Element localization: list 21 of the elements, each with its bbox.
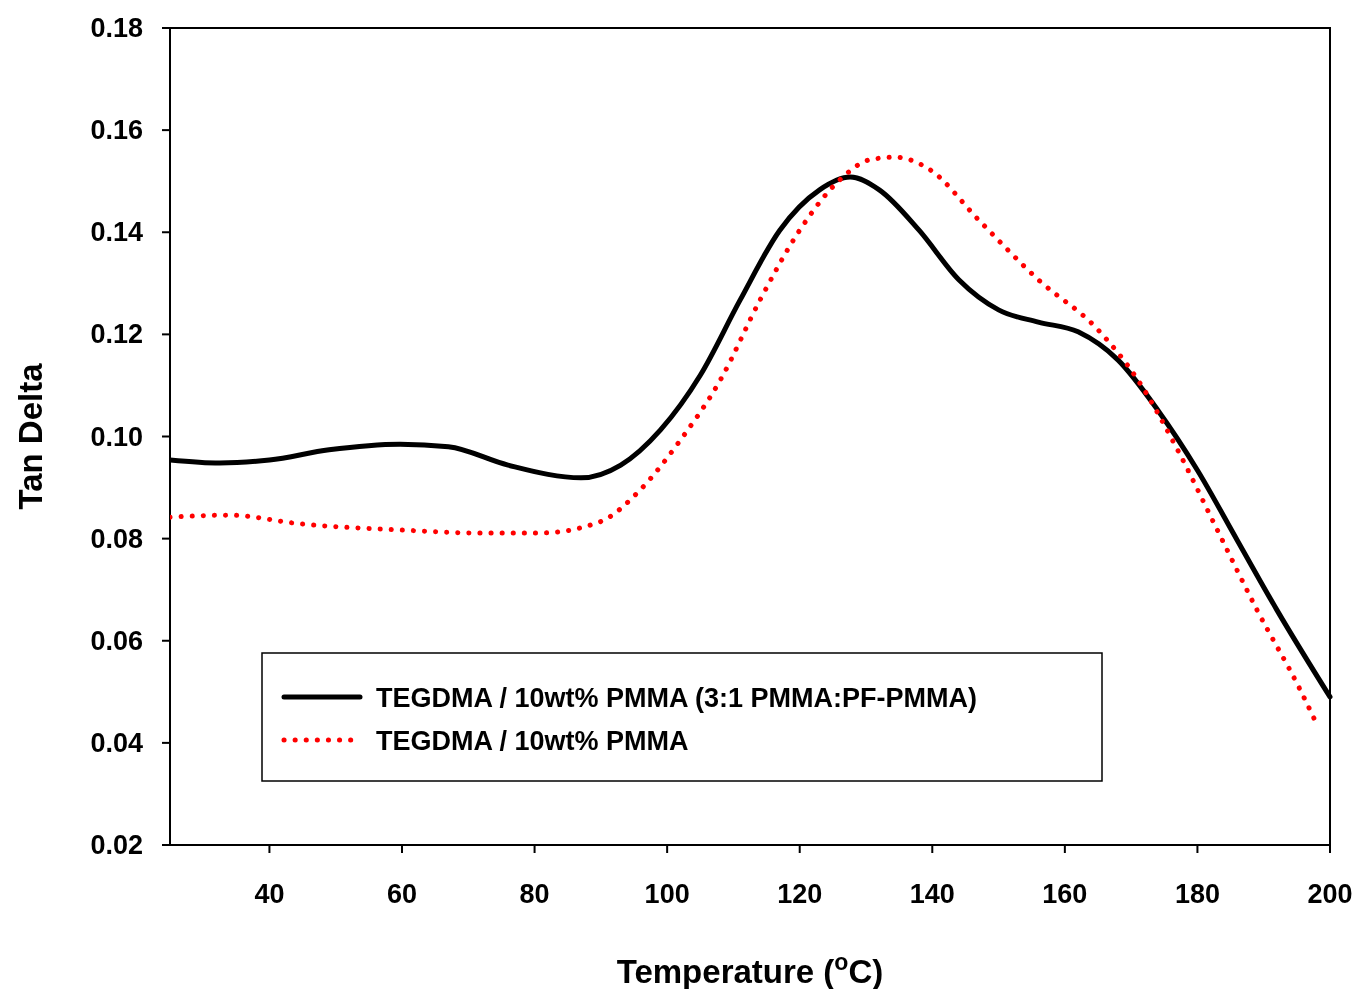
- y-tick-label: 0.12: [90, 319, 143, 350]
- y-tick-label: 0.08: [90, 523, 143, 554]
- x-tick-label: 160: [1042, 879, 1088, 909]
- legend-label: TEGDMA / 10wt% PMMA: [376, 726, 689, 756]
- legend-label: TEGDMA / 10wt% PMMA (3:1 PMMA:PF-PMMA): [376, 683, 977, 713]
- y-axis-title: Tan Delta: [12, 362, 49, 510]
- y-tick-label: 0.18: [90, 13, 143, 43]
- x-tick-label: 100: [644, 879, 690, 909]
- x-tick-label: 120: [777, 879, 823, 909]
- x-tick-label: 60: [386, 879, 418, 909]
- y-tick-label: 0.16: [90, 115, 143, 146]
- x-tick-label: 140: [909, 879, 955, 909]
- x-tick-label: 180: [1174, 879, 1220, 909]
- x-tick-label: 40: [254, 879, 285, 909]
- y-tick-label: 0.10: [90, 421, 143, 452]
- y-tick-label: 0.02: [90, 830, 143, 860]
- y-tick-label: 0.04: [90, 727, 143, 758]
- y-tick-label: 0.14: [90, 217, 143, 248]
- y-tick-label: 0.06: [90, 625, 143, 656]
- x-tick-label: 200: [1307, 879, 1353, 909]
- x-tick-label: 80: [519, 879, 550, 909]
